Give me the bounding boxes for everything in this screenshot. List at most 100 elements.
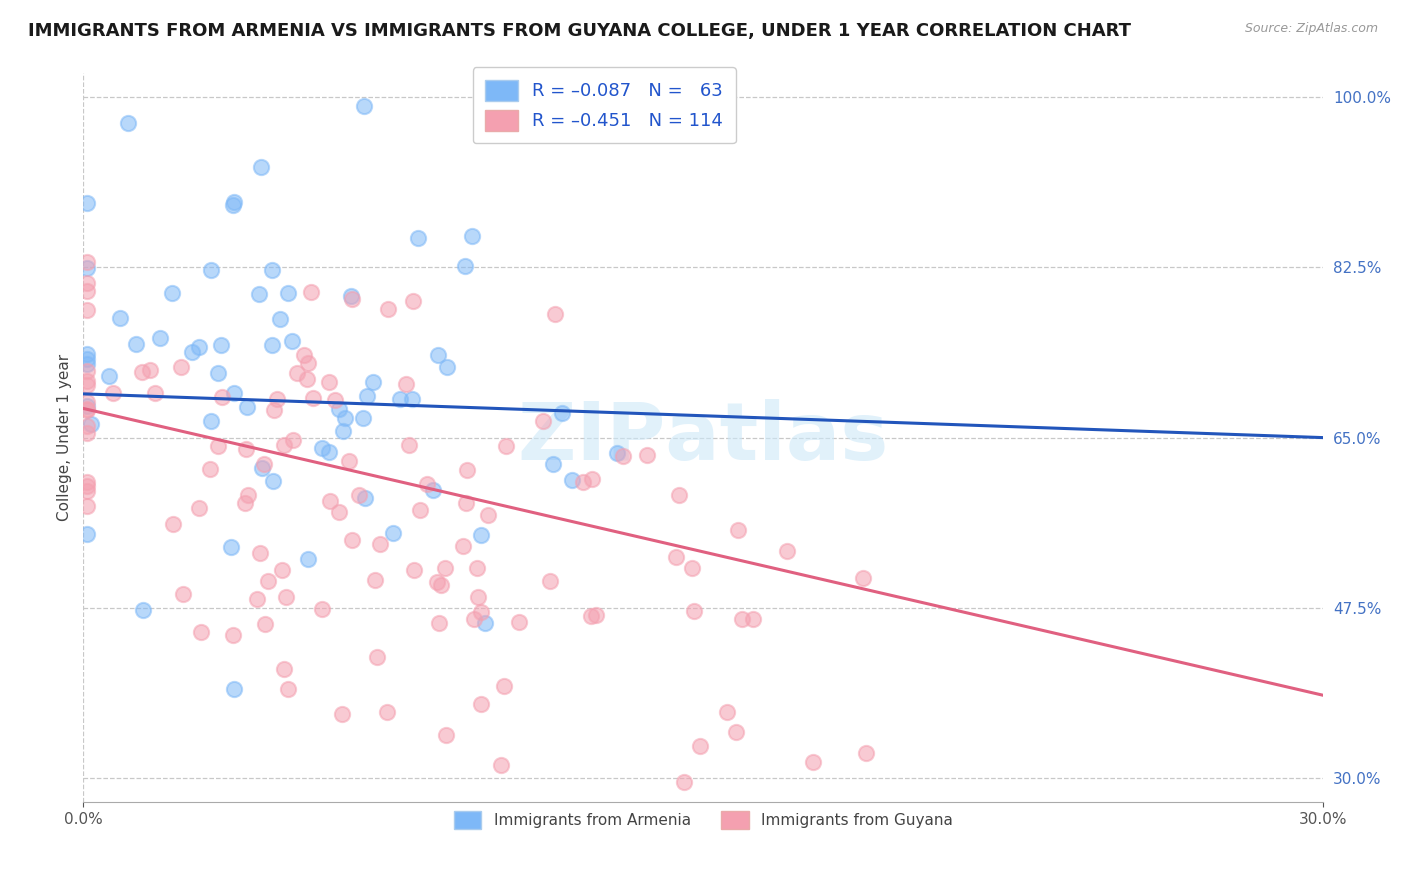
- Point: [266, 392, 288, 406]
- Point: [257, 574, 280, 588]
- Point: [250, 160, 273, 174]
- Point: [356, 388, 378, 402]
- Point: [76, 403, 98, 417]
- Point: [76, 475, 98, 489]
- Point: [190, 624, 212, 639]
- Point: [453, 259, 475, 273]
- Point: [668, 488, 690, 502]
- Point: [494, 679, 516, 693]
- Point: [211, 390, 233, 404]
- Point: [377, 301, 399, 316]
- Point: [270, 563, 292, 577]
- Point: [451, 539, 474, 553]
- Point: [302, 391, 325, 405]
- Point: [297, 356, 319, 370]
- Point: [544, 307, 567, 321]
- Point: [636, 449, 658, 463]
- Point: [76, 500, 98, 514]
- Point: [131, 364, 153, 378]
- Point: [200, 263, 222, 277]
- Point: [76, 478, 98, 492]
- Point: [470, 605, 492, 619]
- Point: [76, 484, 98, 499]
- Point: [340, 533, 363, 547]
- Point: [260, 263, 283, 277]
- Point: [222, 195, 245, 210]
- Point: [76, 357, 98, 371]
- Point: [222, 681, 245, 696]
- Point: [682, 604, 704, 618]
- Point: [606, 446, 628, 460]
- Y-axis label: College, Under 1 year: College, Under 1 year: [58, 354, 72, 521]
- Point: [354, 491, 377, 505]
- Point: [162, 517, 184, 532]
- Point: [436, 359, 458, 374]
- Point: [333, 411, 356, 425]
- Point: [551, 406, 574, 420]
- Point: [855, 746, 877, 760]
- Point: [716, 705, 738, 719]
- Point: [689, 739, 711, 753]
- Point: [76, 261, 98, 276]
- Point: [456, 463, 478, 477]
- Text: Source: ZipAtlas.com: Source: ZipAtlas.com: [1244, 22, 1378, 36]
- Point: [262, 474, 284, 488]
- Point: [579, 608, 602, 623]
- Point: [368, 537, 391, 551]
- Point: [395, 376, 418, 391]
- Point: [236, 401, 259, 415]
- Point: [138, 363, 160, 377]
- Point: [76, 425, 98, 440]
- Point: [311, 602, 333, 616]
- Point: [76, 378, 98, 392]
- Point: [665, 550, 688, 565]
- Point: [221, 540, 243, 554]
- Point: [222, 628, 245, 642]
- Point: [170, 360, 193, 375]
- Point: [402, 294, 425, 309]
- Point: [318, 444, 340, 458]
- Point: [198, 462, 221, 476]
- Point: [366, 649, 388, 664]
- Point: [76, 402, 98, 417]
- Point: [97, 369, 120, 384]
- Point: [249, 286, 271, 301]
- Point: [297, 372, 319, 386]
- Point: [145, 386, 167, 401]
- Point: [426, 348, 449, 362]
- Point: [461, 228, 484, 243]
- Point: [76, 284, 98, 298]
- Point: [489, 757, 512, 772]
- Point: [422, 483, 444, 497]
- Point: [364, 574, 387, 588]
- Point: [330, 706, 353, 721]
- Point: [76, 374, 98, 388]
- Point: [273, 662, 295, 676]
- Point: [585, 608, 607, 623]
- Point: [328, 505, 350, 519]
- Point: [76, 195, 98, 210]
- Point: [541, 457, 564, 471]
- Point: [76, 302, 98, 317]
- Point: [508, 615, 530, 630]
- Point: [561, 473, 583, 487]
- Point: [433, 560, 456, 574]
- Point: [467, 590, 489, 604]
- Text: IMMIGRANTS FROM ARMENIA VS IMMIGRANTS FROM GUYANA COLLEGE, UNDER 1 YEAR CORRELAT: IMMIGRANTS FROM ARMENIA VS IMMIGRANTS FR…: [28, 22, 1130, 40]
- Point: [681, 561, 703, 575]
- Point: [292, 348, 315, 362]
- Point: [253, 616, 276, 631]
- Point: [801, 756, 824, 770]
- Point: [477, 508, 499, 523]
- Point: [281, 433, 304, 447]
- Point: [103, 385, 125, 400]
- Point: [117, 116, 139, 130]
- Point: [80, 417, 103, 432]
- Point: [398, 437, 420, 451]
- Point: [76, 347, 98, 361]
- Point: [76, 364, 98, 378]
- Point: [180, 344, 202, 359]
- Point: [318, 375, 340, 389]
- Point: [172, 587, 194, 601]
- Point: [581, 472, 603, 486]
